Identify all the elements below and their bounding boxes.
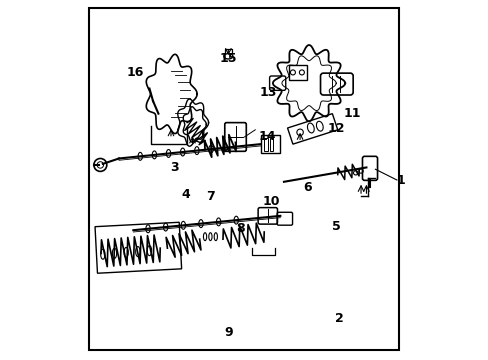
Text: 15: 15 (219, 51, 237, 64)
Bar (95, 222, 181, 273)
Text: 9: 9 (224, 326, 232, 339)
Text: 5: 5 (331, 220, 340, 233)
Bar (260, 135, 280, 153)
Bar (269, 138, 273, 150)
Text: 13: 13 (259, 86, 276, 99)
Bar (289, 65, 306, 80)
Text: 4: 4 (181, 188, 189, 201)
Bar (88, 8, 398, 350)
Text: 14: 14 (259, 130, 276, 144)
Text: 12: 12 (326, 122, 344, 135)
Text: 10: 10 (262, 195, 280, 208)
Text: 6: 6 (303, 181, 311, 194)
Bar (264, 138, 267, 150)
Text: 3: 3 (170, 161, 179, 174)
Text: 2: 2 (334, 311, 343, 325)
Text: 16: 16 (126, 66, 143, 79)
Text: 11: 11 (343, 107, 360, 120)
Text: 8: 8 (236, 222, 244, 235)
Text: 1: 1 (395, 174, 404, 186)
Text: 7: 7 (205, 190, 214, 203)
